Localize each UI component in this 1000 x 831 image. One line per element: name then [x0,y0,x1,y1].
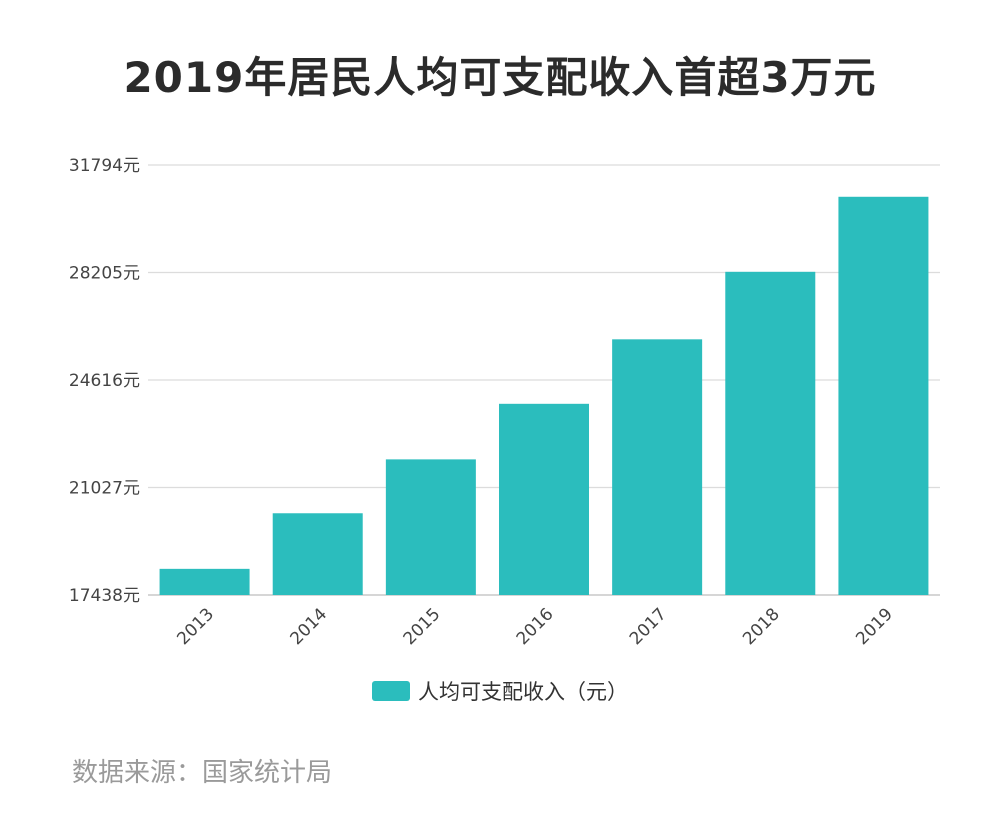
x-tick-label: 2014 [287,604,332,649]
x-tick-label: 2019 [852,604,897,649]
bar-2017 [612,339,703,595]
x-tick-label: 2018 [739,604,784,649]
legend-label: 人均可支配收入（元） [418,680,628,704]
y-tick-label: 24616元 [69,371,140,391]
x-tick-label: 2017 [626,604,671,649]
bar-2015 [385,459,476,595]
x-tick-label: 2016 [513,604,558,649]
bar-2013 [159,568,250,595]
bars [159,196,929,596]
bar-2014 [272,513,363,595]
y-tick-label: 17438元 [69,586,140,606]
chart-title: 2019年居民人均可支配收入首超3万元 [123,53,877,102]
legend-swatch [372,681,410,701]
x-axis-ticks: 2013 2014 2015 2016 2017 2018 2019 [173,604,897,649]
legend: 人均可支配收入（元） [0,676,1000,706]
bar-2016 [499,403,589,595]
x-tick-label: 2015 [400,604,445,649]
bar-2018 [725,271,816,595]
bar-2019 [838,196,929,596]
y-tick-label: 21027元 [69,479,140,499]
y-tick-label: 28205元 [69,264,140,284]
x-tick-label: 2013 [173,604,218,649]
y-tick-label: 31794元 [69,156,140,176]
source-note: 数据来源：国家统计局 [72,758,333,788]
y-axis-ticks: 17438元 21027元 24616元 28205元 31794元 [69,156,140,606]
